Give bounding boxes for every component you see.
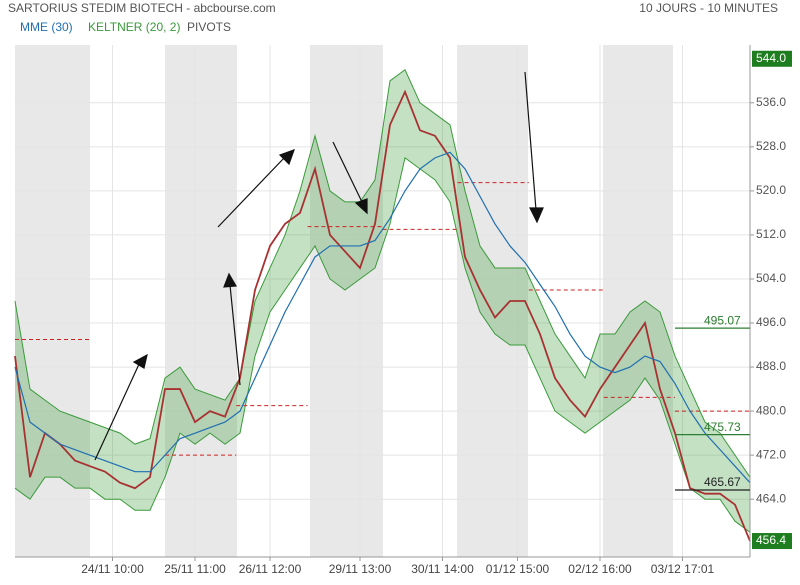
keltner-fill — [15, 69, 750, 533]
level-label: 475.73 — [704, 420, 741, 434]
legend-entry: PIVOTS — [187, 20, 231, 34]
grid — [15, 45, 750, 557]
price-line — [14, 89, 751, 542]
y-tick-label: 520.0 — [756, 183, 786, 197]
y-tick-label: 512.0 — [756, 227, 786, 241]
day-band — [310, 45, 383, 557]
day-band — [603, 45, 673, 557]
y-tick-label: 464.0 — [756, 491, 786, 505]
x-tick-label: 30/11 14:00 — [411, 562, 474, 576]
x-tick-label: 25/11 11:00 — [164, 562, 226, 576]
arrow — [229, 284, 241, 386]
y-tick-label: 496.0 — [756, 315, 786, 329]
arrow — [217, 156, 286, 228]
keltner-lower — [14, 157, 751, 533]
arrowhead — [354, 198, 368, 215]
y-tick-label: 536.0 — [756, 95, 786, 109]
y-tick-label: 528.0 — [756, 139, 786, 153]
level-label: 465.67 — [704, 475, 741, 489]
y-tick-label: 472.0 — [756, 447, 786, 461]
arrow — [94, 361, 141, 461]
legend-entry: MME (30) — [20, 20, 73, 34]
day-band — [15, 45, 90, 557]
annotations — [94, 71, 544, 461]
level-label: 495.07 — [704, 313, 741, 327]
x-tick-label: 01/12 15:00 — [486, 562, 550, 576]
value-marker — [752, 533, 792, 550]
arrowhead — [278, 149, 295, 166]
arrow — [332, 141, 363, 203]
legend-entry: KELTNER (20, 2) — [88, 20, 180, 34]
value-marker — [752, 50, 792, 67]
plot — [14, 69, 751, 542]
y-tick-label: 488.0 — [756, 359, 786, 373]
x-tick-label: 02/12 16:00 — [568, 562, 632, 576]
x-tick-label: 26/11 12:00 — [239, 562, 302, 576]
chart-subtitle: 10 JOURS - 10 MINUTES — [639, 1, 778, 15]
arrowhead — [132, 353, 148, 369]
x-tick-label: 03/12 17:01 — [651, 562, 715, 576]
day-band — [165, 45, 237, 557]
value-marker-label: 456.4 — [756, 533, 786, 547]
keltner-upper — [14, 69, 751, 478]
arrowhead — [529, 207, 544, 224]
y-tick-label: 504.0 — [756, 271, 786, 285]
chart-title: SARTORIUS STEDIM BIOTECH - abcbourse.com — [8, 1, 276, 15]
value-marker-label: 544.0 — [756, 51, 786, 65]
arrow — [524, 71, 537, 211]
y-tick-label: 480.0 — [756, 403, 786, 417]
mme-line — [14, 151, 751, 484]
x-tick-label: 29/11 13:00 — [329, 562, 392, 576]
arrowhead — [223, 272, 237, 288]
day-shading — [15, 45, 673, 557]
x-tick-label: 24/11 10:00 — [81, 562, 144, 576]
